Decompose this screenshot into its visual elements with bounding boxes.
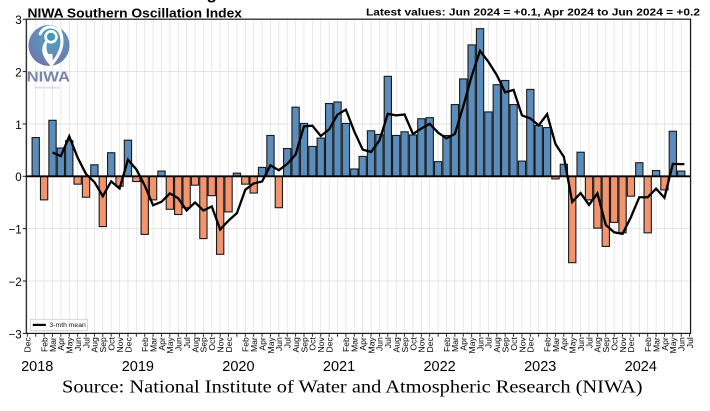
svg-text:Oct: Oct [609, 337, 619, 351]
svg-text:Aug: Aug [492, 337, 502, 353]
svg-text:Aug: Aug [392, 337, 402, 353]
svg-text:Aug: Aug [190, 337, 200, 353]
svg-text:Jul: Jul [283, 337, 293, 348]
svg-text:May: May [366, 337, 376, 354]
svg-text:3-mth mean: 3-mth mean [50, 322, 86, 329]
svg-text:Jul: Jul [584, 337, 594, 348]
svg-text:Oct: Oct [408, 337, 418, 351]
svg-text:−2: −2 [8, 276, 21, 289]
svg-text:Jun: Jun [73, 337, 83, 351]
svg-text:May: May [668, 337, 678, 354]
svg-text:2: 2 [15, 67, 21, 80]
svg-text:3: 3 [15, 14, 21, 27]
svg-text:Sep: Sep [98, 337, 108, 353]
svg-text:May: May [65, 337, 75, 354]
svg-text:Apr: Apr [459, 337, 469, 351]
svg-text:Nov: Nov [417, 337, 427, 353]
svg-text:May: May [568, 337, 578, 354]
svg-text:Dec: Dec [23, 337, 33, 353]
svg-text:Nov: Nov [215, 337, 225, 353]
svg-text:Jun: Jun [475, 337, 485, 351]
svg-text:Feb: Feb [341, 337, 351, 352]
svg-text:Dec: Dec [526, 337, 536, 353]
svg-text:Sep: Sep [199, 337, 209, 353]
svg-text:Nov: Nov [115, 337, 125, 353]
svg-text:Jul: Jul [383, 337, 393, 348]
svg-text:1: 1 [15, 119, 21, 132]
svg-text:Aug: Aug [593, 337, 603, 353]
svg-text:Dec: Dec [425, 337, 435, 353]
svg-text:Mar: Mar [350, 337, 360, 352]
svg-text:Nov: Nov [316, 337, 326, 353]
svg-text:Apr: Apr [559, 337, 569, 351]
svg-text:Apr: Apr [358, 337, 368, 351]
svg-text:Jun: Jun [174, 337, 184, 351]
svg-text:Nov: Nov [618, 337, 628, 353]
svg-text:Jun: Jun [375, 337, 385, 351]
svg-text:Jun: Jun [677, 337, 687, 351]
svg-text:Jun: Jun [274, 337, 284, 351]
svg-text:0: 0 [15, 171, 21, 184]
svg-text:Jul: Jul [484, 337, 494, 348]
svg-text:Mar: Mar [651, 337, 661, 352]
svg-text:Dec: Dec [123, 337, 133, 353]
svg-text:Feb: Feb [442, 337, 452, 352]
svg-text:Sep: Sep [400, 337, 410, 353]
svg-text:Oct: Oct [509, 337, 519, 351]
svg-text:Feb: Feb [140, 337, 150, 352]
svg-text:Dec: Dec [324, 337, 334, 353]
svg-text:2019: 2019 [122, 359, 154, 375]
svg-text:NIWA Southern Oscillation Inde: NIWA Southern Oscillation Index [28, 5, 243, 20]
svg-text:Jun: Jun [576, 337, 586, 351]
svg-text:NIWA: NIWA [27, 70, 71, 86]
svg-text:Mar: Mar [148, 337, 158, 352]
svg-text:Jul: Jul [81, 337, 91, 348]
svg-text:Aug: Aug [90, 337, 100, 353]
svg-text:Aug: Aug [291, 337, 301, 353]
svg-text:Apr: Apr [660, 337, 670, 351]
svg-text:Mar: Mar [551, 337, 561, 352]
svg-text:2018: 2018 [21, 359, 53, 375]
svg-text:May: May [467, 337, 477, 354]
svg-text:2024: 2024 [625, 359, 657, 375]
svg-text:Apr: Apr [56, 337, 66, 351]
svg-text:2021: 2021 [323, 359, 355, 375]
svg-text:Jul: Jul [685, 337, 695, 348]
svg-text:Nov: Nov [517, 337, 527, 353]
svg-text:Source: National Institute of: Source: National Institute of Water and … [62, 376, 643, 397]
svg-text:Feb: Feb [39, 337, 49, 352]
svg-text:Sep: Sep [500, 337, 510, 353]
svg-text:Feb: Feb [241, 337, 251, 352]
svg-text:May: May [165, 337, 175, 354]
svg-text:Oct: Oct [106, 337, 116, 351]
svg-text:Jul: Jul [182, 337, 192, 348]
svg-text:Latest values: Jun 2024 = +0.1: Latest values: Jun 2024 = +0.1, Apr 2024… [366, 7, 701, 18]
svg-text:−1: −1 [8, 224, 21, 237]
svg-text:−3: −3 [8, 328, 21, 341]
svg-text:Taihoro Nukurangi: Taihoro Nukurangi [35, 86, 60, 90]
svg-text:Feb: Feb [542, 337, 552, 352]
svg-text:Apr: Apr [257, 337, 267, 351]
svg-text:Dec: Dec [224, 337, 234, 353]
svg-text:May: May [266, 337, 276, 354]
svg-text:Mar: Mar [249, 337, 259, 352]
svg-text:Sep: Sep [601, 337, 611, 353]
svg-text:2022: 2022 [423, 359, 455, 375]
svg-text:Sep: Sep [299, 337, 309, 353]
svg-text:Feb: Feb [643, 337, 653, 352]
svg-text:Apr: Apr [157, 337, 167, 351]
svg-text:g: g [207, 0, 217, 3]
svg-text:Mar: Mar [450, 337, 460, 352]
svg-text:Mar: Mar [48, 337, 58, 352]
svg-text:Oct: Oct [308, 337, 318, 351]
svg-text:Dec: Dec [626, 337, 636, 353]
svg-text:Oct: Oct [207, 337, 217, 351]
svg-text:2023: 2023 [524, 359, 556, 375]
svg-text:2020: 2020 [222, 359, 254, 375]
